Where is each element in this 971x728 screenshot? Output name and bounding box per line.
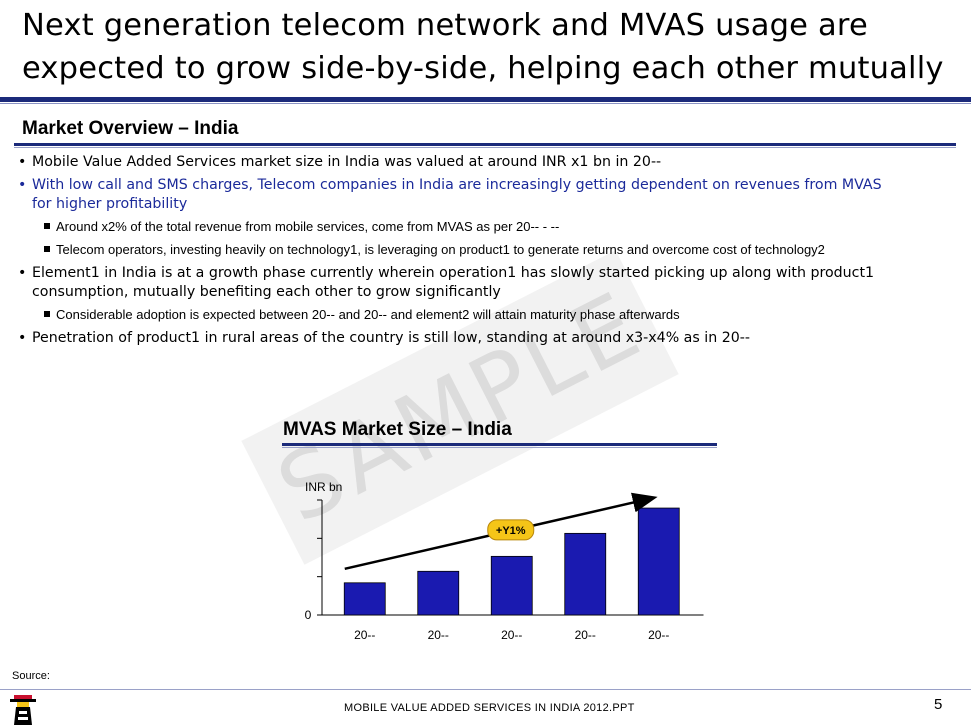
bullet-text-line-2: for higher profitability: [32, 196, 188, 212]
footer-divider: [0, 689, 971, 690]
square-bullet-icon: [44, 246, 50, 252]
footer-document-name: MOBILE VALUE ADDED SERVICES IN INDIA 201…: [344, 702, 635, 714]
bullet-rural-penetration: • Penetration of product1 in rural areas…: [18, 329, 953, 348]
bar-0: [343, 582, 386, 616]
bullet-market-size: • Mobile Value Added Services market siz…: [18, 153, 953, 172]
sub-bullet-text: Considerable adoption is expected betwee…: [56, 307, 680, 322]
bullet-text: Penetration of product1 in rural areas o…: [32, 330, 751, 346]
bullet-text-line-1: Element1 in India is at a growth phase c…: [32, 265, 875, 281]
x-tick-label-1: 20--: [428, 628, 449, 642]
bullet-dot: •: [18, 265, 27, 281]
bullet-text-line-2: consumption, mutually benefiting each ot…: [32, 284, 501, 300]
bullet-dot: •: [18, 330, 27, 346]
section-divider: [14, 143, 956, 146]
slide-title-line-1: Next generation telecom network and MVAS…: [22, 8, 868, 43]
section-divider-thin: [14, 147, 956, 148]
bullet-revenue-dependence: • With low call and SMS charges, Telecom…: [18, 176, 953, 214]
x-tick-label-2: 20--: [501, 628, 522, 642]
bullet-dot: •: [18, 177, 27, 193]
chart-title-divider: [282, 443, 717, 446]
slide-title: Next generation telecom network and MVAS…: [22, 4, 952, 90]
bar-series: [343, 507, 680, 616]
x-tick-label-4: 20--: [648, 628, 669, 642]
bar-2: [490, 555, 533, 616]
sub-bullet-adoption: Considerable adoption is expected betwee…: [18, 306, 953, 324]
x-tick-label-3: 20--: [575, 628, 596, 642]
page-number: 5: [934, 696, 943, 713]
title-divider-thin: [0, 103, 971, 104]
section-heading: Market Overview – India: [22, 118, 239, 139]
sub-bullet-operator-investment: Telecom operators, investing heavily on …: [18, 241, 953, 259]
y-axis-ticks: [317, 499, 322, 616]
sub-bullet-revenue-share: Around x2% of the total revenue from mob…: [18, 218, 953, 236]
bar-4: [637, 507, 680, 616]
square-bullet-icon: [44, 223, 50, 229]
bullet-text: Mobile Value Added Services market size …: [32, 154, 662, 170]
square-bullet-icon: [44, 311, 50, 317]
chart-title: MVAS Market Size – India: [283, 419, 512, 440]
bar-3: [564, 532, 607, 616]
source-label: Source:: [12, 670, 50, 682]
bullet-text-line-1: With low call and SMS charges, Telecom c…: [32, 177, 882, 193]
chart-title-divider-thin: [282, 447, 717, 448]
cagr-annotation-text: +Y1%: [496, 525, 526, 537]
sub-bullet-text: Telecom operators, investing heavily on …: [56, 242, 825, 257]
slide-title-line-2: expected to grow side-by-side, helping e…: [22, 51, 944, 86]
x-axis-labels: 20-- 20-- 20-- 20-- 20--: [354, 628, 669, 642]
lighthouse-logo-icon: [10, 695, 36, 725]
market-overview-bullets: • Mobile Value Added Services market siz…: [18, 153, 953, 352]
x-tick-label-0: 20--: [354, 628, 375, 642]
title-divider: [0, 97, 971, 102]
bullet-dot: •: [18, 154, 27, 170]
y-axis-label: INR bn: [305, 480, 342, 494]
sub-bullet-text: Around x2% of the total revenue from mob…: [56, 219, 560, 234]
bullet-growth-phase: • Element1 in India is at a growth phase…: [18, 264, 953, 302]
y-tick-label-0: 0: [305, 608, 312, 622]
cagr-annotation-badge: [487, 519, 535, 541]
bar-1: [417, 570, 460, 616]
